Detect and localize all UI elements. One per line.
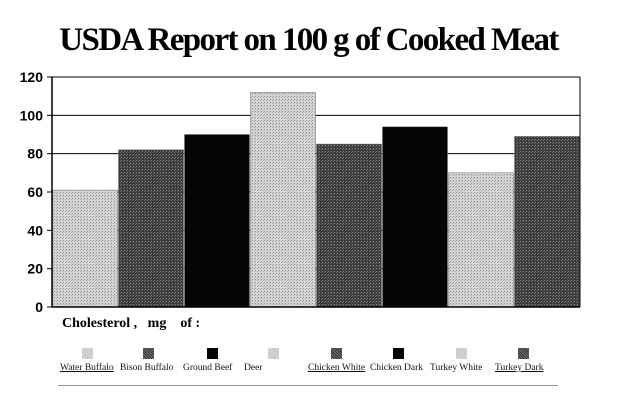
- y-tick-label: 0: [35, 299, 43, 315]
- cholesterol-label: Cholesterol , mg of :: [62, 316, 201, 331]
- legend-swatch: [331, 348, 342, 359]
- legend-label: Ground Beef: [183, 363, 233, 373]
- legend-label: Chicken Dark: [370, 363, 424, 373]
- bar-chicken-white: [316, 143, 382, 308]
- legend-label: Bison Buffalo: [120, 363, 174, 373]
- y-tick-label: 60: [27, 184, 43, 200]
- legend-swatch: [82, 348, 93, 359]
- bar-chicken-dark: [382, 126, 448, 308]
- legend-swatch: [518, 348, 529, 359]
- bar-deer: [250, 92, 316, 308]
- bar-bison-buffalo: [118, 149, 184, 308]
- legend-swatch: [143, 348, 154, 359]
- legend-swatch: [456, 348, 467, 359]
- legend: Water Buffalo Bison Buffalo Ground Beef Dee…: [0, 348, 617, 378]
- chart-title: USDA Report on 100 g of Cooked Meat: [59, 22, 559, 58]
- y-tick-label: 20: [27, 261, 43, 277]
- legend-label: Water Buffalo: [60, 363, 114, 373]
- y-tick-label: 80: [27, 146, 43, 162]
- y-tick-label: 40: [27, 222, 43, 238]
- y-tick-label: 120: [20, 69, 44, 85]
- legend-swatch: [268, 348, 279, 359]
- bar-ground-beef: [184, 134, 250, 308]
- bar-turkey-dark: [514, 136, 580, 308]
- legend-label: Deer: [244, 363, 263, 373]
- legend-label: Turkey Dark: [495, 363, 544, 373]
- y-tick-label: 100: [20, 107, 44, 123]
- legend-swatch: [393, 348, 404, 359]
- bar-turkey-white: [448, 172, 514, 308]
- bars: [52, 92, 580, 308]
- y-axis: 0 20 40 60 80 100 120: [20, 69, 581, 315]
- bar-water-buffalo: [52, 189, 118, 308]
- legend-label: Chicken White: [308, 363, 366, 373]
- legend-swatch: [207, 348, 218, 359]
- legend-label: Turkey White: [430, 363, 483, 373]
- bottom-rule: [58, 385, 558, 386]
